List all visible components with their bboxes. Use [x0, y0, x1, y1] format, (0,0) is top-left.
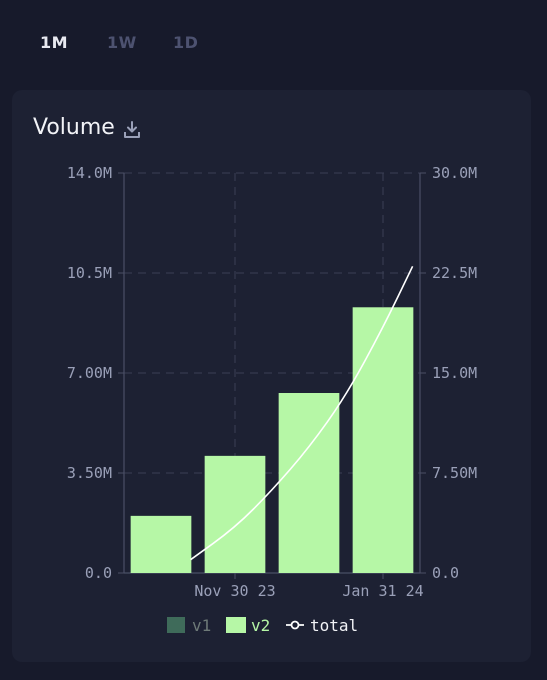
y-right-tick-label: 22.5M	[432, 264, 477, 282]
y-left-tick-label: 3.50M	[67, 464, 112, 482]
tab-1d[interactable]: 1D	[173, 33, 199, 52]
bar-v2-1	[204, 455, 266, 573]
legend-total-label: total	[310, 616, 358, 635]
legend-total-marker	[290, 620, 300, 630]
y-left-tick-label: 0.0	[85, 564, 112, 582]
download-icon[interactable]	[122, 120, 142, 140]
y-right-tick-label: 0.0	[432, 564, 459, 582]
x-tick-label: Nov 30 23	[194, 582, 275, 600]
chart-title: Volume	[33, 115, 115, 140]
legend-v1-swatch	[167, 617, 185, 633]
y-left-tick-label: 14.0M	[67, 164, 112, 182]
y-right-tick-label: 7.50M	[432, 464, 477, 482]
bar-v2-0	[130, 515, 192, 573]
x-tick-label: Jan 31 24	[342, 582, 423, 600]
tab-1w[interactable]: 1W	[107, 33, 137, 52]
legend-v1-label: v1	[192, 616, 211, 635]
volume-chart-card: Volume 0.0 3.50M 7.00M 10.5M 14.0M 0.0 7.50M 15…	[12, 90, 531, 662]
tab-1m[interactable]: 1M	[40, 33, 69, 52]
y-right-tick-label: 30.0M	[432, 164, 477, 182]
total-line	[190, 265, 414, 561]
legend-v2-swatch	[226, 617, 246, 633]
y-left-tick-label: 7.00M	[67, 364, 112, 382]
time-range-tabs: 1M 1W 1D	[0, 0, 547, 88]
bar-v2-2	[278, 393, 340, 573]
volume-chart: 0.0 3.50M 7.00M 10.5M 14.0M 0.0 7.50M 15.0M 22.5…	[67, 164, 477, 635]
bar-v2-3	[352, 307, 414, 573]
legend-v2-label: v2	[251, 616, 270, 635]
y-right-tick-label: 15.0M	[432, 364, 477, 382]
y-left-tick-label: 10.5M	[67, 264, 112, 282]
